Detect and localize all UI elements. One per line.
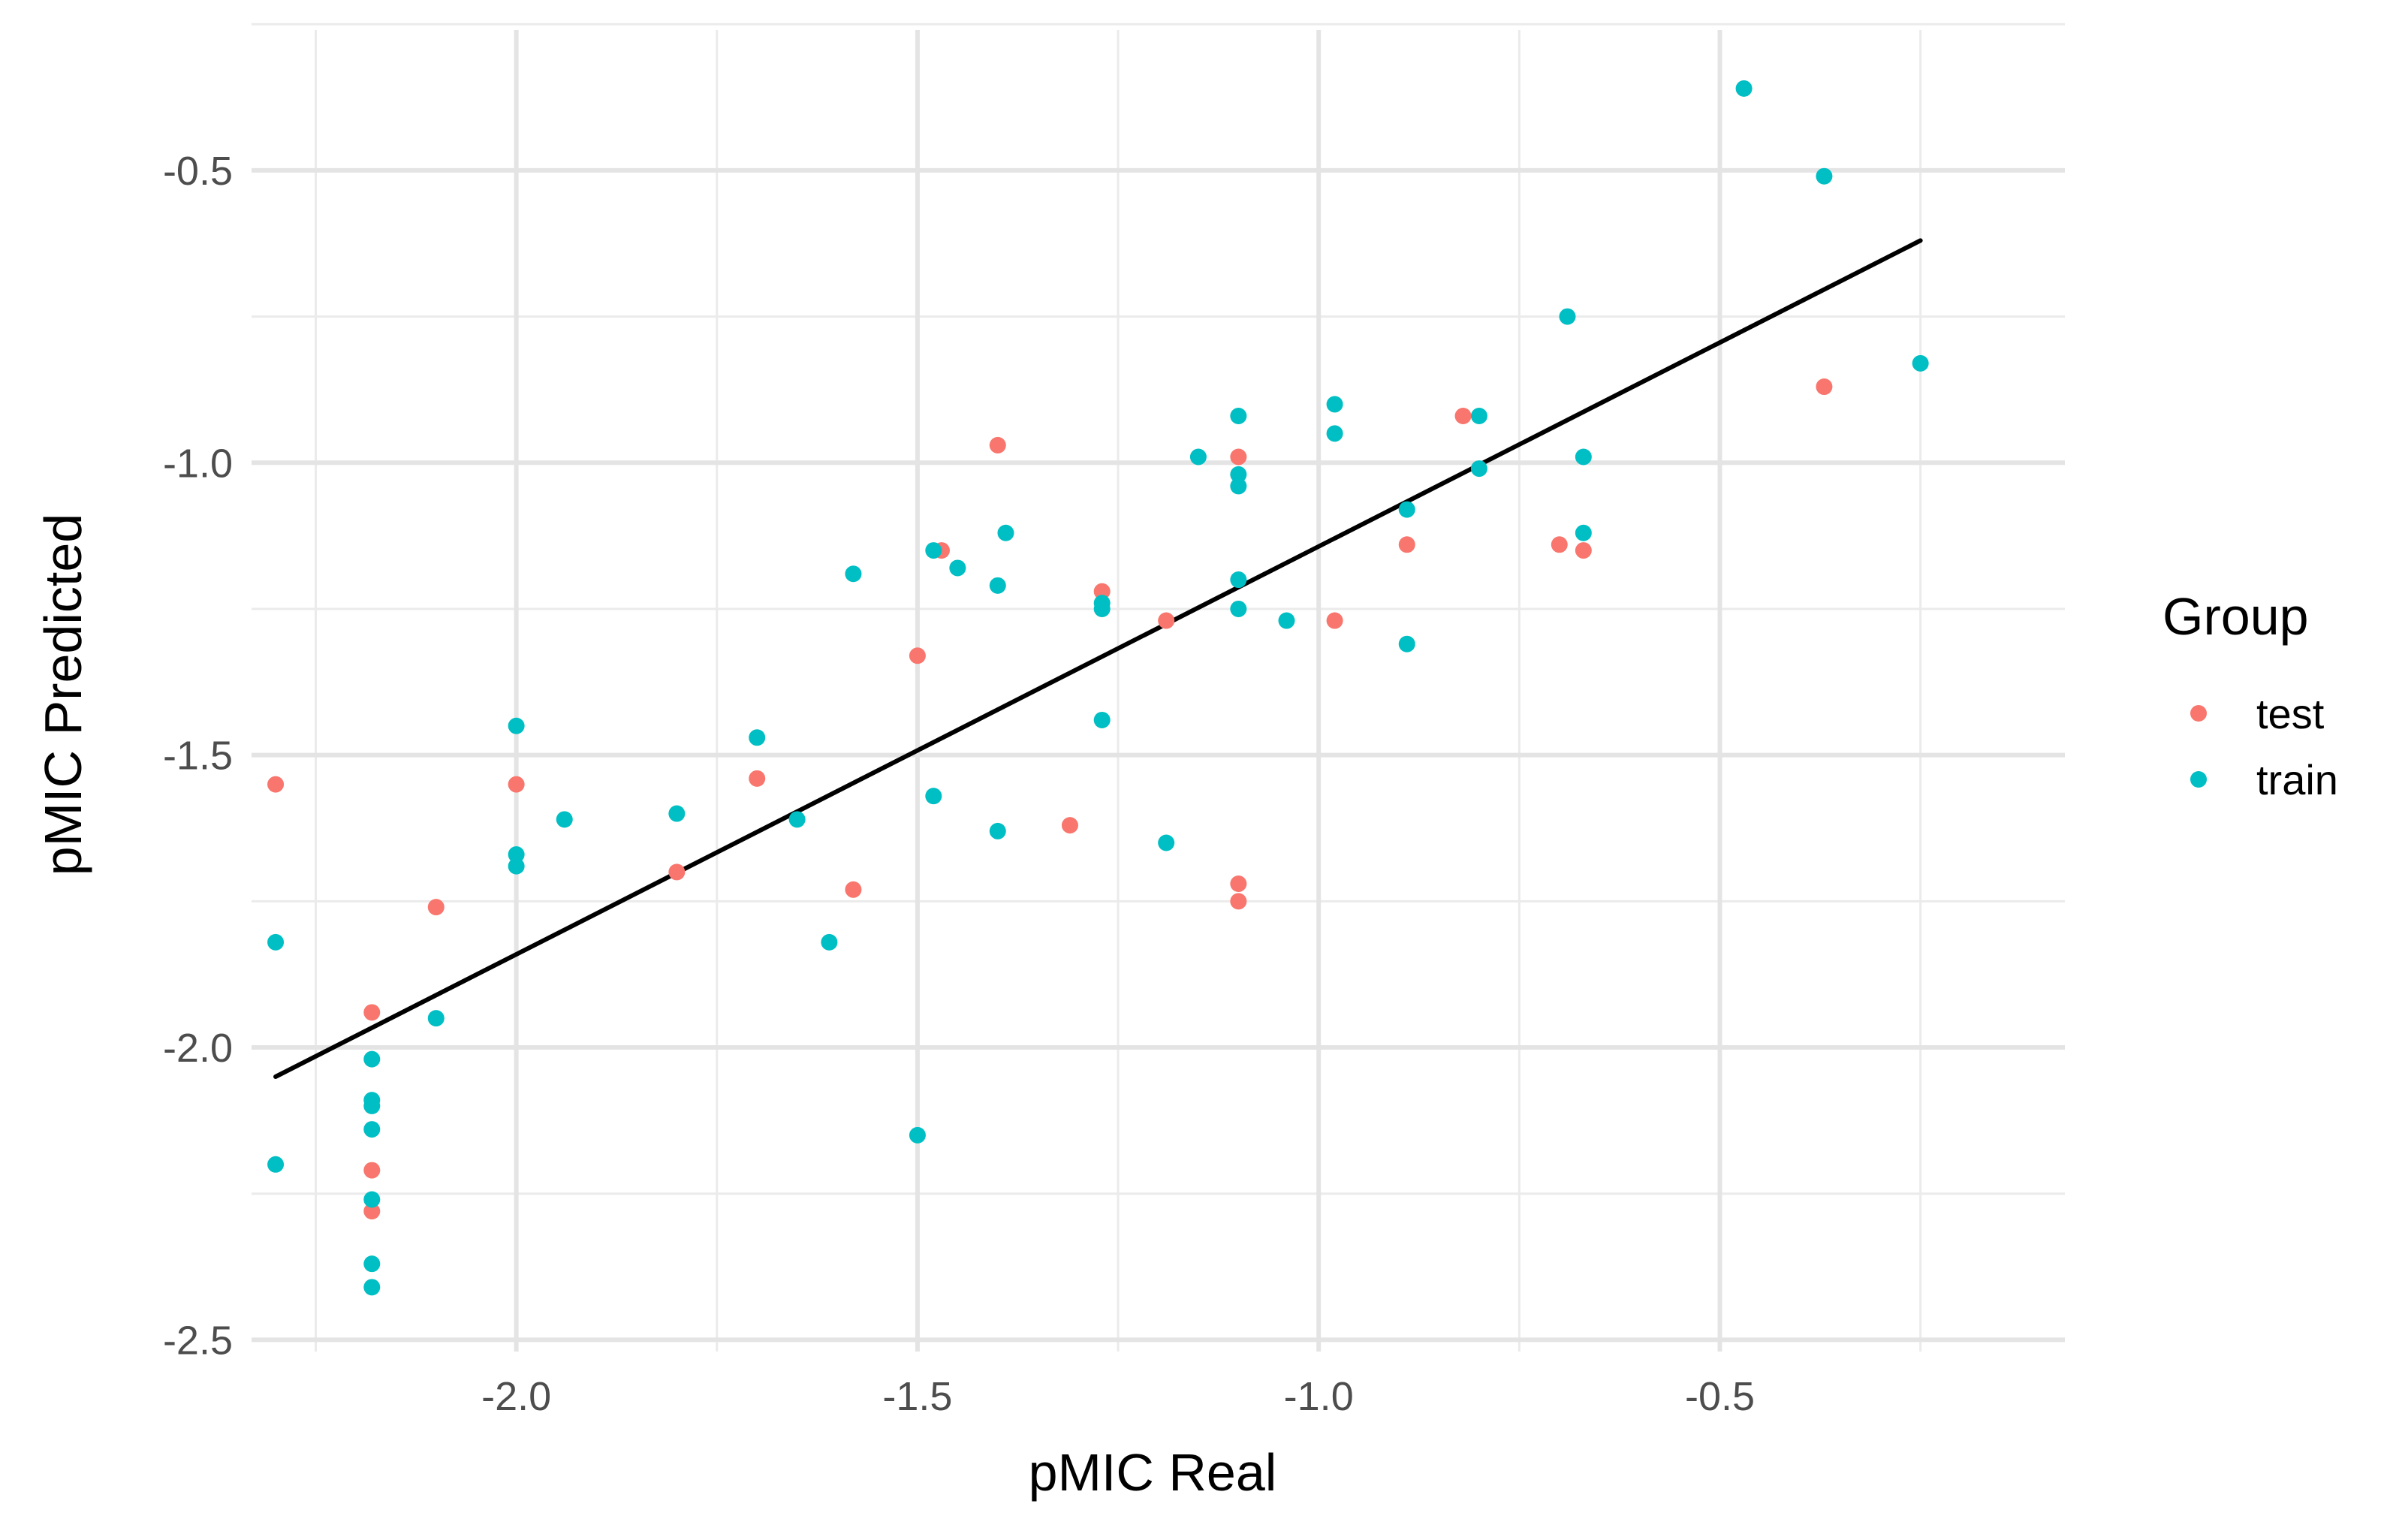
- legend-title: Group: [2162, 587, 2309, 646]
- point-test: [1230, 448, 1247, 466]
- point-train: [1230, 571, 1247, 589]
- y-tick-label: -2.5: [163, 1318, 233, 1363]
- point-train: [1470, 407, 1487, 424]
- point-train: [1158, 834, 1175, 851]
- point-train: [363, 1191, 381, 1208]
- point-train: [1230, 600, 1247, 617]
- point-test: [1398, 536, 1415, 553]
- point-train: [845, 565, 862, 583]
- point-train: [363, 1050, 381, 1068]
- point-train: [821, 933, 838, 951]
- point-test: [1575, 542, 1592, 559]
- legend-key-train: [2190, 771, 2207, 788]
- point-test: [1230, 875, 1247, 892]
- y-tick-label: -1.0: [163, 441, 233, 486]
- point-train: [1093, 600, 1111, 617]
- point-train: [363, 1097, 381, 1114]
- y-tick-label: -1.5: [163, 734, 233, 779]
- point-train: [508, 846, 525, 863]
- legend-key-test: [2190, 705, 2207, 722]
- point-test: [427, 899, 445, 916]
- grid-minor: [252, 23, 2065, 1352]
- point-train: [1398, 635, 1415, 652]
- x-tick-label: -1.0: [1284, 1374, 1354, 1419]
- point-test: [267, 776, 285, 793]
- legend-label-test: test: [2256, 690, 2325, 737]
- point-test: [1093, 583, 1111, 600]
- point-test: [508, 776, 525, 793]
- point-test: [1816, 378, 1833, 396]
- point-test: [363, 1004, 381, 1021]
- y-tick-label: -0.5: [163, 149, 233, 194]
- point-test: [1326, 612, 1343, 629]
- point-train: [997, 524, 1014, 541]
- y-tick-label: -2.0: [163, 1026, 233, 1071]
- point-train: [1735, 80, 1753, 97]
- x-tick-label: -1.5: [882, 1374, 952, 1419]
- point-test: [668, 863, 686, 881]
- point-train: [989, 822, 1006, 839]
- point-train: [363, 1255, 381, 1273]
- point-train: [1575, 524, 1592, 541]
- point-train: [1816, 167, 1833, 185]
- points-layer: [267, 80, 1929, 1296]
- point-test: [909, 647, 926, 665]
- point-train: [363, 1121, 381, 1138]
- point-test: [989, 436, 1006, 454]
- point-train: [668, 805, 686, 822]
- point-train: [267, 1156, 285, 1173]
- point-train: [1230, 478, 1247, 495]
- x-tick-label: -0.5: [1685, 1374, 1755, 1419]
- y-axis-title: pMIC Predicted: [34, 514, 92, 875]
- point-train: [749, 729, 766, 746]
- y-tick-labels: -2.5 -2.0 -1.5 -1.0 -0.5: [163, 149, 233, 1364]
- point-train: [556, 811, 573, 828]
- point-train: [508, 857, 525, 875]
- x-tick-label: -2.0: [481, 1374, 551, 1419]
- point-train: [427, 1010, 445, 1027]
- legend-label-train: train: [2256, 756, 2338, 803]
- point-train: [925, 788, 942, 805]
- grid-major: [252, 30, 2065, 1352]
- point-train: [1326, 425, 1343, 442]
- x-tick-labels: -2.0 -1.5 -1.0 -0.5: [481, 1374, 1755, 1419]
- point-train: [1398, 501, 1415, 518]
- point-train: [267, 933, 285, 951]
- point-train: [925, 542, 942, 559]
- point-train: [788, 811, 806, 828]
- point-train: [363, 1279, 381, 1296]
- point-train: [1559, 308, 1576, 325]
- point-test: [363, 1162, 381, 1179]
- point-test: [1551, 536, 1568, 553]
- legend: Group test train: [2162, 587, 2338, 803]
- point-train: [508, 717, 525, 734]
- point-test: [1230, 893, 1247, 910]
- point-train: [1230, 466, 1247, 483]
- point-train: [949, 559, 966, 577]
- point-train: [1326, 396, 1343, 413]
- point-train: [1189, 448, 1207, 466]
- point-train: [1093, 711, 1111, 728]
- point-test: [363, 1203, 381, 1220]
- point-train: [1470, 460, 1487, 478]
- point-train: [1912, 354, 1929, 372]
- point-train: [1230, 407, 1247, 424]
- point-test: [845, 881, 862, 898]
- point-test: [1158, 612, 1175, 629]
- point-train: [909, 1126, 926, 1144]
- x-axis-title: pMIC Real: [1029, 1443, 1277, 1502]
- point-test: [1454, 407, 1472, 424]
- fit-line-layer: [273, 238, 1923, 1079]
- point-train: [989, 577, 1006, 594]
- point-train: [1278, 612, 1295, 629]
- point-test: [1061, 817, 1078, 834]
- fit-line: [273, 238, 1923, 1079]
- point-train: [1575, 448, 1592, 466]
- point-test: [749, 770, 766, 787]
